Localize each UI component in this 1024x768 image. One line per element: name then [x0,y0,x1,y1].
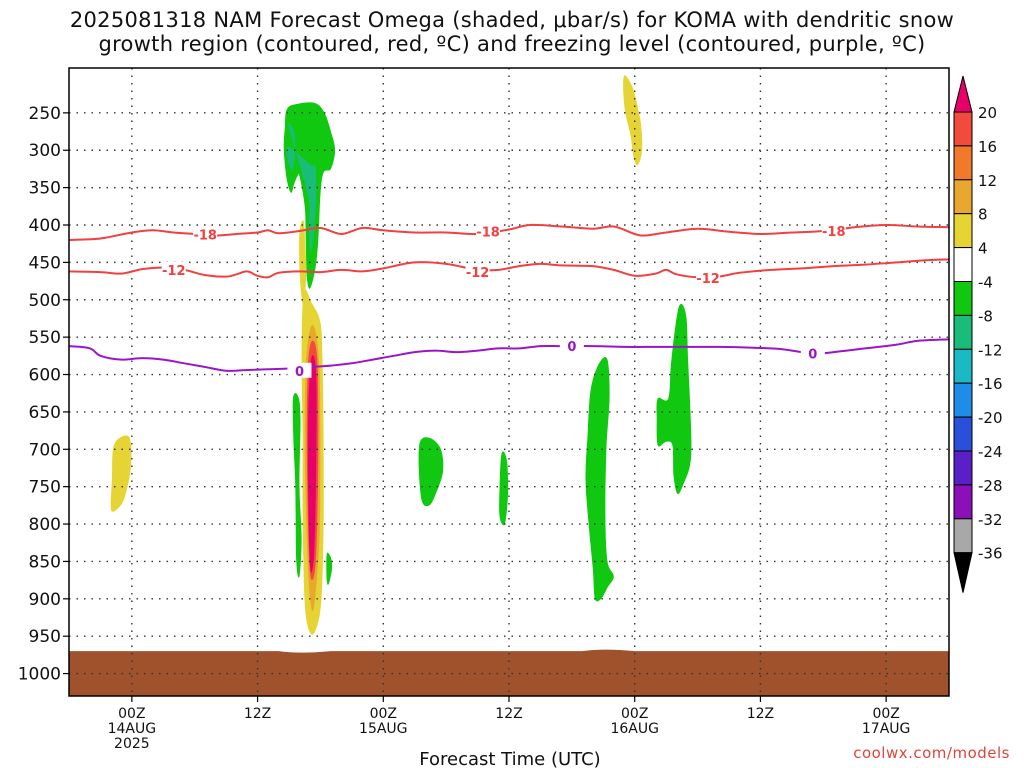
omega-region-green-16aug-a [585,356,614,602]
contour-label-0: 0 [567,340,576,355]
x-tick-label: 12Z [747,706,774,722]
omega-region-magenta-core [307,355,317,573]
omega-region-yellow-16aug-upper [623,75,643,166]
plot-area [69,68,949,696]
y-tick-label-600: 600 [29,366,61,386]
colorbar-label-20: 20 [978,104,997,122]
x-tick-label: 00Z [872,706,899,722]
x-tick-label: 16AUG [610,721,659,737]
colorbar-bottom-arrow [953,552,973,593]
y-tick-label-450: 450 [29,253,61,273]
colorbar-label--16: -16 [978,375,1003,393]
colorbar-label-4: 4 [978,240,988,258]
y-tick-label-1000: 1000 [18,665,61,685]
x-tick-label: 12Z [244,706,271,722]
temperature-contours: -18 -18 -18 -12 -12 -12 0 0 0 [69,222,949,380]
colorbar-label--28: -28 [978,477,1003,495]
colorbar-label--8: -8 [978,307,993,325]
watermark: coolwx.com/models [853,744,1010,762]
x-tick-label: 15AUG [359,721,408,737]
contour-label-bg [800,345,825,361]
colorbar-label--32: -32 [978,511,1003,529]
y-tick-label-350: 350 [29,179,61,199]
omega-region-green-16aug-b [656,303,692,495]
y-tick-label-400: 400 [29,216,61,236]
omega-region-green-left-low [292,393,302,578]
colorbar-swatch-2 [953,145,973,181]
colorbar-label-12: 12 [978,172,997,190]
terrain-layer [69,649,949,696]
y-tick-label-700: 700 [29,440,61,460]
x-tick-label: 00Z [370,706,397,722]
y-tick-label-900: 900 [29,590,61,610]
x-tick-label: 00Z [621,706,648,722]
contour-0 [69,338,949,372]
y-tick-label-250: 250 [29,104,61,124]
colorbar-swatch-13 [953,518,973,554]
contour-label--18: -18 [193,229,217,244]
colorbar-swatch-9 [953,382,973,418]
y-tick-label-950: 950 [29,627,61,647]
chart-title-line-2: growth region (contoured, red, ºC) and f… [98,32,926,56]
omega-region-green-mid-b [499,451,509,526]
x-tick-label: 2025 [114,736,150,752]
colorbar-swatch-8 [953,348,973,384]
contour-label-bg [193,226,218,242]
colorbar-label-8: 8 [978,206,988,224]
y-tick-label-850: 850 [29,552,61,572]
contour-label-bg [465,264,490,280]
contour-label-bg [696,270,721,286]
x-tick-label: 12Z [495,706,522,722]
colorbar-swatch-1 [953,111,973,147]
contour-label--12: -12 [466,266,490,281]
x-tick-label: 00Z [118,706,145,722]
y-tick-label-800: 800 [29,515,61,535]
omega-region-green-right-low [326,552,333,585]
omega-colorbar: 20 16 12 8 4 -4 -8 -12 -16 -20 -24 -28 -32 -36 [953,75,1003,593]
y-tick-label-550: 550 [29,328,61,348]
contour-label--12: -12 [162,264,186,279]
contour-label-bg [559,338,584,354]
colorbar-label--4: -4 [978,274,993,292]
contour-label-0: 0 [295,365,304,380]
colorbar-swatch-3 [953,179,973,215]
colorbar-label--36: -36 [978,545,1003,563]
colorbar-swatch-6 [953,281,973,316]
x-tick-label: 14AUG [108,721,157,737]
contour-label-bg [821,222,846,238]
y-tick-label-650: 650 [29,403,61,423]
x-tick-label: 17AUG [862,721,911,737]
omega-region-yellow-left [110,435,132,512]
colorbar-swatch-10 [953,416,973,452]
contour-label-bg [161,261,186,277]
pressure-axis: 250 300 350 400 450 500 550 600 650 700 750 800 850 9… [18,104,69,685]
contour-label--18: -18 [822,225,846,240]
y-tick-label-750: 750 [29,478,61,498]
contour-label-0: 0 [808,348,817,363]
colorbar-swatch-7 [953,314,973,350]
x-axis-label: Forecast Time (UTC) [419,749,600,768]
contour-label--18: -18 [476,226,500,241]
colorbar-label--20: -20 [978,409,1003,427]
contour-label--12: -12 [696,272,720,287]
colorbar-swatch-4 [953,213,973,249]
colorbar-top-arrow [953,75,973,113]
colorbar-swatch-12 [953,484,973,520]
colorbar-label--12: -12 [978,341,1003,359]
colorbar-label--24: -24 [978,443,1003,461]
ground-terrain [69,649,949,696]
y-tick-label-300: 300 [29,141,61,161]
omega-region-teal-upper [286,122,317,253]
omega-region-green-mid-a [418,437,444,507]
plot-background [69,68,949,696]
colorbar-swatch-5 [953,247,973,283]
colorbar-swatch-11 [953,450,973,486]
contour-label-bg [287,362,312,378]
colorbar-label-16: 16 [978,138,997,156]
chart-title-line-1: 2025081318 NAM Forecast Omega (shaded, μ… [69,8,955,32]
y-tick-label-500: 500 [29,291,61,311]
contour-label-bg [476,223,501,239]
